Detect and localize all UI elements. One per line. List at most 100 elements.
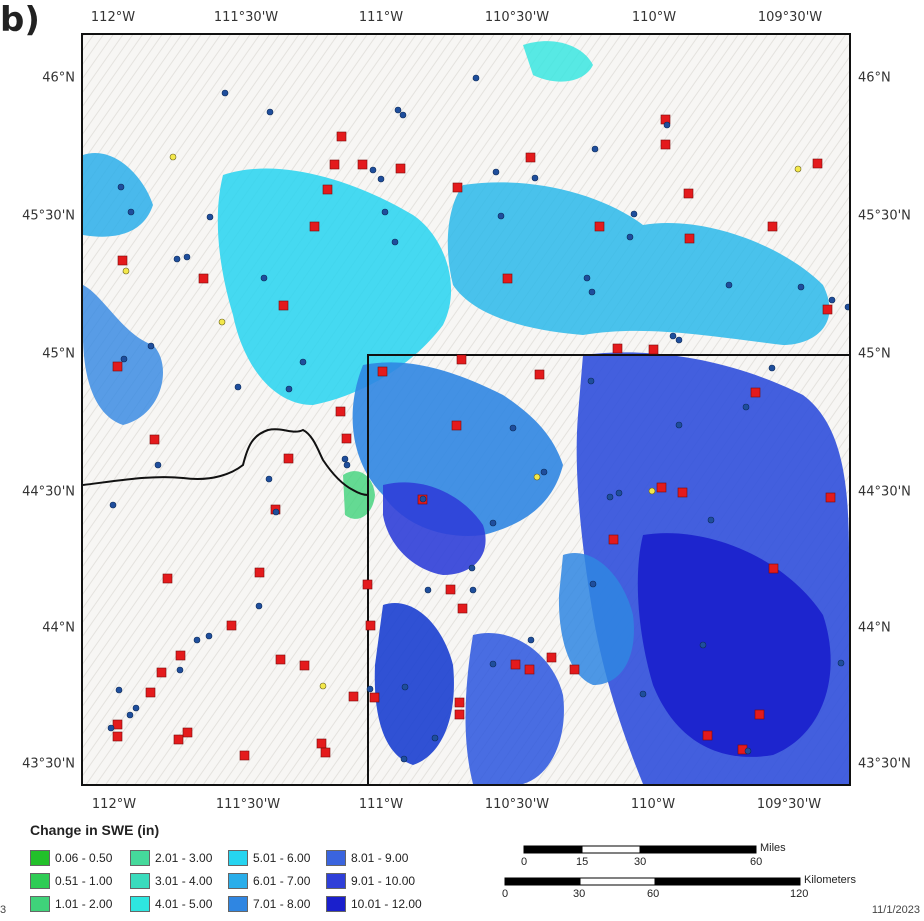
swe-region-north-central [217, 168, 452, 405]
station-square [329, 159, 340, 170]
station-dot [341, 455, 349, 463]
bottom-tick-111-30w: 111°30'W [215, 797, 281, 812]
station-square [612, 343, 623, 354]
station-dot [583, 274, 591, 282]
legend-item: 3.01 - 4.00 [130, 873, 212, 891]
station-dot [626, 233, 634, 241]
station-dot [663, 121, 671, 129]
station-dot [588, 288, 596, 296]
footer-date: 11/1/2023 [871, 904, 920, 916]
wyoming-boundary [367, 354, 849, 784]
legend-swatch [130, 850, 150, 866]
legend-swatch [130, 896, 150, 912]
station-dot [615, 489, 623, 497]
station-square [456, 354, 467, 365]
scale-bars: Miles 0 15 30 60 Kilometers 0 30 60 120 [500, 840, 880, 920]
station-dot [591, 145, 599, 153]
legend-item: 10.01 - 12.00 [326, 896, 422, 914]
station-dot [527, 636, 535, 644]
station-dot [120, 355, 128, 363]
station-dot [725, 281, 733, 289]
station-dot [132, 704, 140, 712]
station-dot [399, 111, 407, 119]
station-square [608, 534, 619, 545]
station-square [365, 620, 376, 631]
station-square [812, 158, 823, 169]
bottom-tick-109-30w: 109°30'W [756, 797, 822, 812]
swe-region-east-darkest [637, 533, 831, 757]
legend-item: 8.01 - 9.00 [326, 850, 408, 868]
km-scale-bar [504, 877, 801, 886]
station-dot [669, 332, 677, 340]
station-square [454, 697, 465, 708]
station-dot [797, 283, 805, 291]
station-dot [497, 212, 505, 220]
station-dot [377, 175, 385, 183]
station-dot-yellow [122, 267, 130, 275]
bottom-tick-110w: 110°W [630, 797, 676, 812]
top-tick-111-30w: 111°30'W [213, 10, 279, 25]
legend-item: 5.01 - 6.00 [228, 850, 310, 868]
km-unit-label: Kilometers [804, 874, 856, 886]
legend-item: 6.01 - 7.00 [228, 873, 310, 891]
swe-region-central-dark [383, 482, 486, 575]
station-dot [589, 580, 597, 588]
legend-title: Change in SWE (in) [30, 822, 160, 838]
miles-tick-label: 30 [634, 856, 647, 868]
station-square [145, 687, 156, 698]
station-dot [234, 383, 242, 391]
miles-scale-bar [523, 845, 757, 854]
swe-regions [83, 41, 849, 784]
station-dot [266, 108, 274, 116]
right-tick-44-30n: 44°30'N [858, 484, 911, 500]
station-square [162, 573, 173, 584]
state-boundaries [83, 354, 849, 784]
station-dot [285, 385, 293, 393]
station-dot [391, 238, 399, 246]
station-dot [265, 475, 273, 483]
station-square [648, 344, 659, 355]
station-square [452, 182, 463, 193]
legend-item: 0.51 - 1.00 [30, 873, 112, 891]
idaho-montana-boundary [83, 428, 369, 496]
station-dot [147, 342, 155, 350]
miles-tick-label: 0 [521, 856, 528, 868]
left-tick-45-30n: 45°30'N [22, 208, 75, 224]
station-square [767, 221, 778, 232]
scale-bar-graphics [504, 845, 801, 886]
station-square [316, 738, 327, 749]
station-dot [492, 168, 500, 176]
station-dot [540, 468, 548, 476]
legend-swatch [30, 873, 50, 889]
bottom-tick-110-30w: 110°30'W [484, 797, 550, 812]
legend-swatch [326, 873, 346, 889]
station-dots [107, 74, 849, 763]
station-square [702, 730, 713, 741]
miles-tick-label: 15 [576, 856, 589, 868]
km-tick-label: 60 [647, 888, 660, 900]
station-dot [183, 253, 191, 261]
station-square [299, 660, 310, 671]
station-dot [587, 377, 595, 385]
station-square [322, 184, 333, 195]
station-dot [369, 166, 377, 174]
legend-swatch [130, 873, 150, 889]
station-dot [468, 564, 476, 572]
station-square [660, 139, 671, 150]
station-dot [221, 89, 229, 97]
station-dot [639, 690, 647, 698]
right-tick-44n: 44°N [858, 620, 891, 636]
station-square [825, 492, 836, 503]
right-tick-45n: 45°N [858, 346, 891, 362]
map-frame[interactable] [81, 33, 851, 786]
station-square [656, 482, 667, 493]
station-dot [419, 495, 427, 503]
station-square [750, 387, 761, 398]
station-square [822, 304, 833, 315]
legend-swatch [228, 896, 248, 912]
top-tick-112w: 112°W [90, 10, 136, 25]
left-tick-45n: 45°N [42, 346, 75, 362]
right-tick-45-30n: 45°30'N [858, 208, 911, 224]
station-dot [707, 516, 715, 524]
station-dot [844, 303, 849, 311]
